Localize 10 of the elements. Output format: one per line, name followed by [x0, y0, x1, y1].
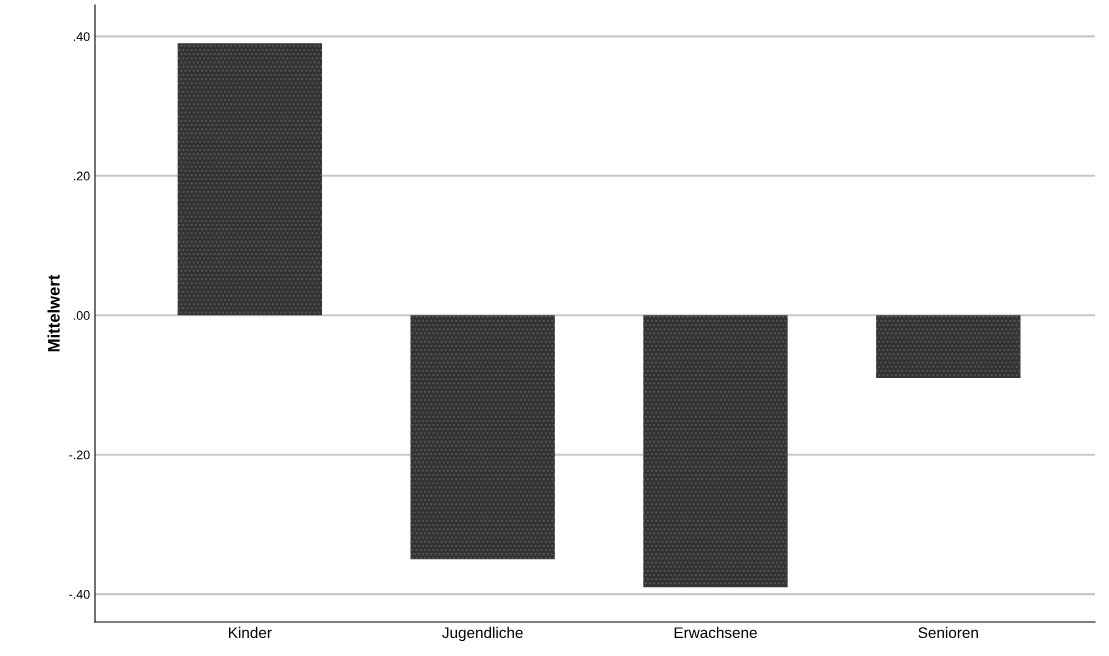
y-tick-label: -.20 [69, 450, 90, 460]
y-tick-label: .40 [73, 32, 90, 42]
y-tick-label: .20 [73, 171, 90, 181]
y-tick-label: .00 [73, 311, 90, 320]
x-tick-label: Senioren [918, 626, 978, 639]
x-tick-label: Kinder [229, 626, 272, 639]
y-axis-title: Mittelwert [47, 274, 60, 352]
x-tick-label: Jugendliche [442, 626, 523, 642]
x-tick-label: Erwachsene [674, 626, 757, 639]
y-tick-label: -.40 [69, 589, 90, 599]
